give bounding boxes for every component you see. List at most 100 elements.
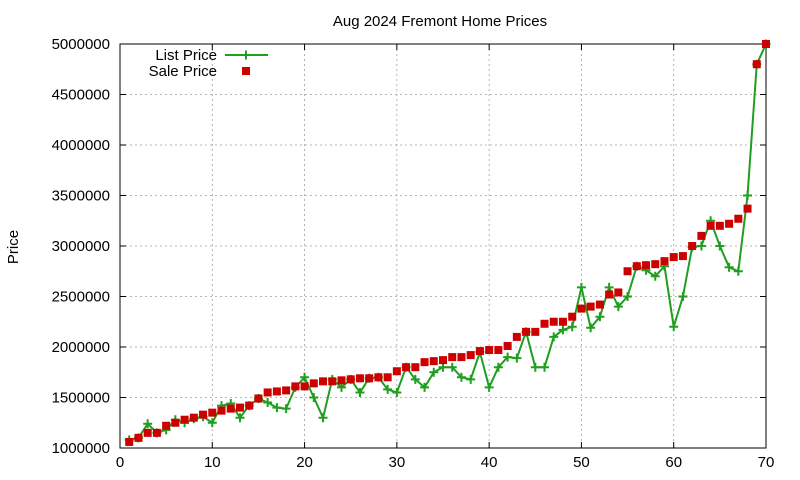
y-axis-label: Price <box>5 230 22 264</box>
sale-price-point <box>411 363 420 372</box>
x-tick-label: 40 <box>481 454 498 471</box>
list-price-point <box>549 332 559 342</box>
list-price-point <box>263 398 273 408</box>
sale-price-point <box>614 288 623 297</box>
sale-price-point <box>457 353 466 362</box>
list-price-point <box>429 367 439 377</box>
list-price-point <box>530 362 540 372</box>
list-price-point <box>715 241 725 251</box>
sale-price-point <box>291 382 300 391</box>
sale-price-point <box>706 221 715 230</box>
sale-price-point <box>346 375 355 384</box>
list-price-point <box>493 362 503 372</box>
sale-price-point <box>402 363 411 372</box>
list-price-point <box>604 282 614 292</box>
y-tick-label: 1000000 <box>52 440 110 457</box>
sale-price-point <box>235 403 244 412</box>
y-tick-label: 3000000 <box>52 238 110 255</box>
sale-price-point <box>134 433 143 442</box>
sale-price-point <box>263 388 272 397</box>
list-price-point <box>733 266 743 276</box>
list-price-point <box>272 403 282 413</box>
sale-price-point <box>328 377 337 386</box>
sale-price-point <box>522 327 531 336</box>
sale-price-point <box>420 358 429 367</box>
sale-price-point <box>725 219 734 228</box>
sale-price-point <box>494 346 503 355</box>
list-price-point <box>743 191 753 200</box>
sale-price-point <box>531 327 540 336</box>
y-tick-label: 4000000 <box>52 137 110 154</box>
series <box>124 39 771 446</box>
list-price-point <box>595 312 605 322</box>
list-price-point <box>143 419 153 429</box>
y-tick-label: 2500000 <box>52 289 110 306</box>
y-tick-label: 3500000 <box>52 188 110 205</box>
sale-price-point <box>558 317 567 326</box>
x-tick-label: 20 <box>296 454 313 471</box>
sale-price-point <box>642 261 651 270</box>
sale-price-point <box>152 428 161 437</box>
sale-price-point <box>282 386 291 395</box>
list-price-point <box>678 292 688 301</box>
list-price-point <box>724 262 734 272</box>
sale-price-point <box>568 312 577 321</box>
list-price-point <box>300 372 310 382</box>
legend: List Price Sale Price <box>149 47 268 80</box>
list-price-point <box>696 241 706 251</box>
x-tick-label: 0 <box>116 454 124 471</box>
list-price-point <box>512 353 522 363</box>
list-price-point <box>235 413 245 423</box>
sale-price-point <box>429 357 438 366</box>
sale-price-point <box>272 387 281 396</box>
list-price-point <box>318 413 328 423</box>
sale-price-point <box>365 374 374 383</box>
list-price-point <box>586 323 596 333</box>
chart-title: Aug 2024 Fremont Home Prices <box>333 13 547 30</box>
sale-price-point <box>752 60 761 69</box>
y-tick-label: 2000000 <box>52 339 110 356</box>
list-price-point <box>484 382 494 392</box>
sale-price-point <box>392 367 401 376</box>
list-price-point <box>447 362 457 372</box>
list-price-point <box>540 362 550 372</box>
sale-price-point <box>143 428 152 437</box>
x-tick-label: 30 <box>389 454 406 471</box>
list-price-point <box>383 384 393 394</box>
list-price-point <box>281 404 291 414</box>
list-price-point <box>576 282 586 292</box>
sale-price-point <box>503 341 512 350</box>
sale-price-point <box>577 304 586 313</box>
sale-price-point <box>217 406 226 415</box>
sale-price-point <box>762 40 770 48</box>
sale-price-point <box>512 332 521 341</box>
list-price-point <box>650 271 660 281</box>
list-price-point <box>410 374 420 384</box>
x-tick-label: 10 <box>204 454 221 471</box>
sale-price-point <box>125 437 134 446</box>
sale-price-point <box>319 377 328 386</box>
sale-price-point <box>540 319 549 328</box>
sale-price-point <box>254 394 263 403</box>
list-price-point <box>355 387 365 397</box>
sale-price-point <box>208 408 217 417</box>
sale-price-point <box>660 257 669 266</box>
x-tick-label: 60 <box>665 454 682 471</box>
legend-label-list-price: List Price <box>155 47 217 64</box>
list-price-point <box>669 322 679 332</box>
list-price-point <box>456 372 466 382</box>
sale-price-point <box>697 231 706 240</box>
y-tick-label: 4500000 <box>52 87 110 104</box>
sale-price-point <box>688 242 697 250</box>
sale-price-point <box>715 221 724 230</box>
sale-price-point <box>586 302 595 311</box>
sale-price-point <box>374 373 383 382</box>
list-price-point <box>613 302 623 312</box>
sale-price-point <box>448 353 457 362</box>
sale-price-point <box>355 374 364 383</box>
sale-price-point <box>475 347 484 356</box>
list-price-point <box>420 382 430 392</box>
sale-price-point <box>466 351 475 360</box>
sale-price-point <box>439 356 447 365</box>
